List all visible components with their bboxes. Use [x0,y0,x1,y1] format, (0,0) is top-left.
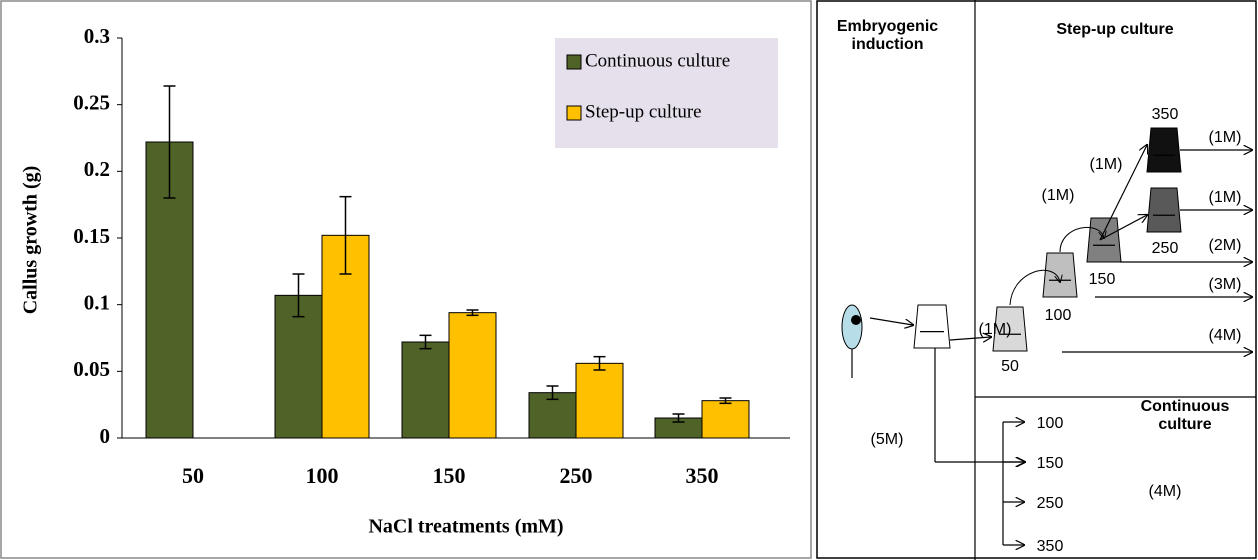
diagram-label: (5M) [871,431,904,448]
bar [448,312,497,439]
y-tick-label: 0.15 [73,224,110,248]
culture-vessel [1146,127,1182,173]
y-axis-title: Callus growth (g) [20,166,42,315]
title-box: Continuous culture [1140,398,1230,433]
y-tick-label: 0.05 [73,357,110,381]
error-bar [466,309,479,317]
diagram-frame [816,0,1257,559]
bar [401,341,450,439]
error-bar [419,334,432,350]
diagram-label: (4M) [1149,483,1182,500]
diagram-label: 250 [1152,240,1179,257]
y-tick-label: 0 [100,424,111,448]
culture-vessel [1086,217,1122,263]
diagram-label: (4M) [1209,327,1242,344]
bar [701,400,750,439]
error-bar [163,85,176,199]
bar [575,362,624,439]
y-tick-label: 0.25 [73,90,110,114]
connector [949,337,991,340]
legend-swatch [566,105,582,121]
x-tick-label: 150 [433,463,466,488]
continuous-title: Continuous culture [1140,398,1230,433]
diagram-label: (1M) [979,321,1012,338]
diagram-label: 150 [1089,271,1116,288]
diagram-label: (1M) [1090,156,1123,173]
x-axis-title: NaCl treatments (mM) [368,516,563,538]
x-tick-label: 350 [686,463,719,488]
diagram-label: 100 [1045,307,1072,324]
error-bar [593,355,606,371]
culture-vessel [1146,187,1182,233]
explant-dot [851,315,861,325]
diagram-label: 100 [1037,415,1064,432]
x-tick-label: 100 [306,463,339,488]
culture-vessel [992,306,1028,352]
diagram-label: (1M) [1209,129,1242,146]
y-tick-label: 0.3 [84,24,110,48]
diagram-label: (1M) [1209,189,1242,206]
embryogenic-title: Embryogenic induction [836,18,939,53]
error-bar [546,385,559,401]
diagram-label: Step-up culture [1056,21,1173,38]
diagram-label: (2M) [1209,237,1242,254]
diagram-label: 350 [1152,106,1179,123]
connector [869,317,913,325]
diagram-label: (3M) [1209,276,1242,293]
error-bar [672,413,685,423]
error-bar [292,273,305,318]
diagram-label: 350 [1037,538,1064,555]
diagram-label: 50 [1001,358,1019,375]
error-bar [339,195,352,275]
legend-label: Step-up culture [585,101,702,122]
error-bar [719,397,732,405]
title-box: Embryogenic induction [836,18,939,53]
legend-swatch [566,54,582,70]
induction-vessel [913,304,951,349]
explant [841,304,863,350]
x-tick-label: 250 [560,463,593,488]
diagram-label: 250 [1037,495,1064,512]
connector [1099,145,1147,241]
diagram-label: 150 [1037,455,1064,472]
x-tick-label: 50 [182,463,204,488]
connector [1099,215,1147,241]
transfer-arc [1059,226,1104,253]
transfer-arc [1009,269,1060,306]
diagram-label: (1M) [1042,187,1075,204]
y-tick-label: 0.2 [84,157,110,181]
legend-label: Continuous culture [585,50,730,71]
culture-vessel [1042,252,1078,298]
y-tick-label: 0.1 [84,290,110,314]
legend-box [555,38,778,148]
